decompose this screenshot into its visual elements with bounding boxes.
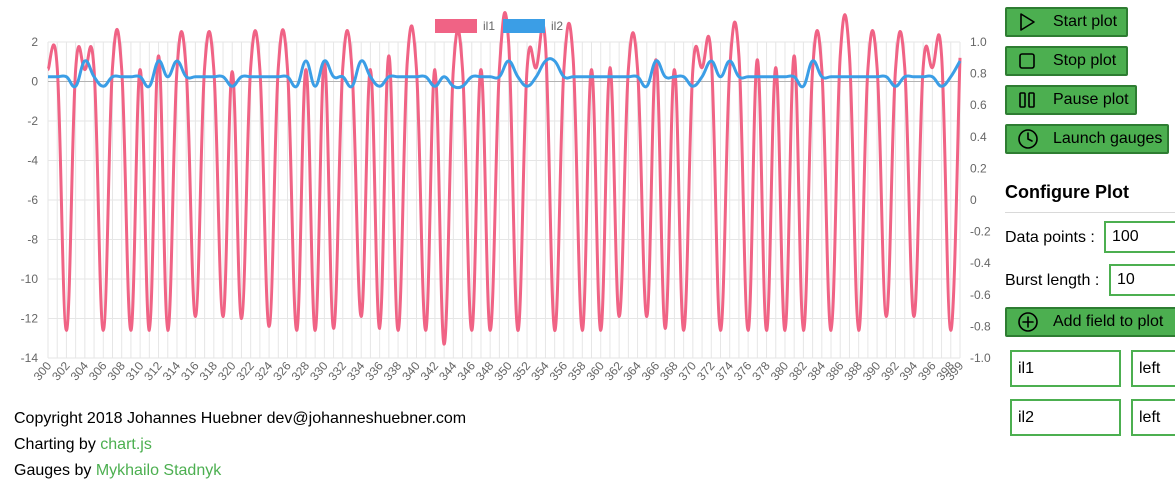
y-right-tick-label: 0.4 [970,130,987,144]
stop-icon [1017,50,1043,72]
field-axis-select-2[interactable] [1131,399,1175,436]
y-right-tick-label: 0.8 [970,67,987,81]
y-right-tick-label: -0.2 [970,225,991,239]
gauges-credit-prefix: Gauges by [14,462,96,479]
plot-area: 2 0 -2 -4 -6 -8 -10 -12 -14 1.0 0.8 0.6 0.4 0.2 0 -0.2 -… [21,11,991,383]
stop-plot-button[interactable]: Stop plot [1005,46,1128,76]
chartjs-link[interactable]: chart.js [100,436,152,453]
copyright-text: Copyright 2018 Johannes Huebner dev@joha… [14,410,466,428]
start-plot-button[interactable]: Start plot [1005,7,1128,37]
y-left-tick-label: -14 [21,351,39,365]
configure-plot-divider [1005,212,1175,213]
y-left-tick-label: -12 [21,312,39,326]
y-left-tick-label: -6 [27,193,38,207]
pause-plot-button[interactable]: Pause plot [1005,85,1137,115]
y-right-tick-label: -0.4 [970,256,991,270]
control-panel: Start plot Stop plot Pause plot Launch g… [1000,0,1175,486]
charting-credit: Charting by chart.js [14,436,152,454]
y-left-tick-label: 0 [31,75,38,89]
y-right-tick-label: 0.6 [970,98,987,112]
stop-plot-label: Stop plot [1053,52,1117,69]
configure-plot-title: Configure Plot [1005,182,1129,202]
plus-circle-icon [1017,311,1043,333]
legend-label-il1: il1 [483,19,495,33]
pause-icon [1017,89,1043,111]
y-right-tick-label: -1.0 [970,351,991,365]
data-points-input[interactable] [1104,221,1175,253]
y-left-tick-label: 2 [31,35,38,49]
charting-credit-prefix: Charting by [14,436,101,453]
legend-swatch-il1 [435,19,477,33]
y-left-tick-label: -8 [27,233,38,247]
field-name-input-2[interactable] [1010,399,1121,436]
field-name-input-1[interactable] [1010,350,1121,387]
clock-icon [1017,128,1043,150]
burst-length-label: Burst length : [1005,272,1100,289]
launch-gauges-label: Launch gauges [1053,130,1163,147]
legend-swatch-il2 [503,19,545,33]
y-left-tick-label: -10 [21,272,39,286]
series-line-il1 [46,11,962,346]
y-right-tick-label: 0 [970,193,977,207]
gauges-credit: Gauges by Mykhailo Stadnyk [14,462,221,480]
start-plot-label: Start plot [1053,13,1118,30]
line-chart: 2 0 -2 -4 -6 -8 -10 -12 -14 1.0 0.8 0.6 0.4 0.2 0 -0.2 -… [21,11,991,383]
add-field-label: Add field to plot [1053,313,1164,330]
y-left-tick-label: -2 [27,114,38,128]
y-right-tick-label: 0.2 [970,161,987,175]
copyright-label: Copyright 2018 Johannes Huebner dev@joha… [14,410,467,427]
y-right-tick-label: 1.0 [970,35,987,49]
burst-length-input[interactable] [1109,264,1175,296]
series-line-il2 [48,57,962,90]
y-left-tick-label: -4 [27,154,38,168]
y-right-tick-label: -0.6 [970,288,991,302]
pause-plot-label: Pause plot [1053,91,1129,108]
play-icon [1017,11,1043,33]
launch-gauges-button[interactable]: Launch gauges [1005,124,1169,154]
add-field-button[interactable]: Add field to plot [1005,307,1175,337]
gauges-author-link[interactable]: Mykhailo Stadnyk [95,462,222,479]
data-points-label: Data points : [1005,229,1095,246]
field-axis-select-1[interactable] [1131,350,1175,387]
legend-label-il2: il2 [551,19,563,33]
y-right-tick-label: -0.8 [970,319,991,333]
